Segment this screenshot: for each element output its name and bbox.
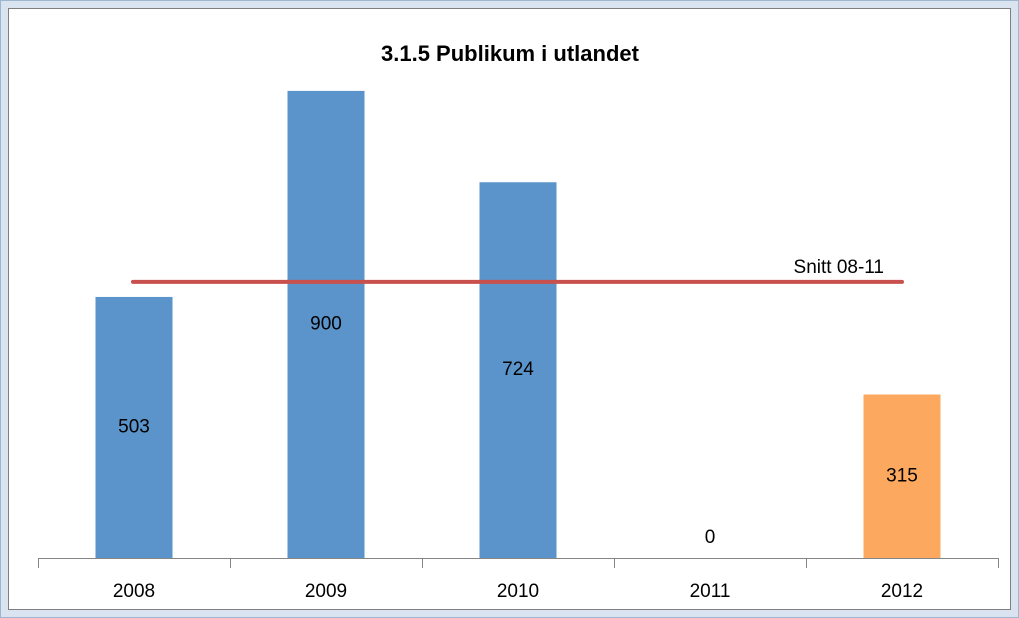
data-label: 503 (118, 416, 150, 437)
chart-title: 3.1.5 Publikum i utlandet (381, 41, 640, 66)
x-tick-label: 2008 (113, 581, 155, 602)
bar (863, 394, 941, 558)
data-label: 900 (310, 313, 342, 334)
data-label: 315 (886, 465, 918, 486)
bar (287, 90, 365, 559)
x-tick-label: 2009 (305, 581, 347, 602)
x-tick-label: 2012 (881, 581, 923, 602)
data-label: 724 (502, 359, 534, 380)
bar (479, 182, 557, 558)
x-tick-label: 2011 (690, 581, 731, 602)
reference-label: Snitt 08-11 (794, 257, 884, 278)
bar (95, 296, 173, 558)
x-tick-label: 2010 (497, 581, 539, 602)
data-label: 0 (705, 527, 716, 548)
